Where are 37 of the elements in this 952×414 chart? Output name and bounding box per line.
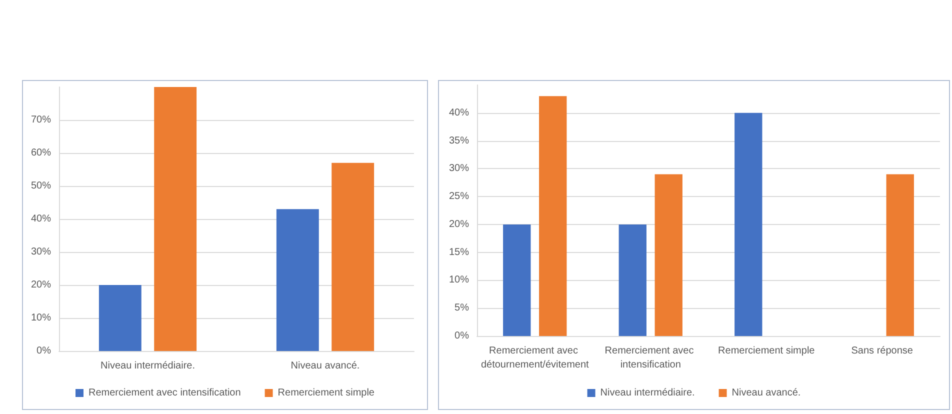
y-tick-label: 5% xyxy=(454,302,470,314)
y-tick-label: 30% xyxy=(448,163,470,174)
y-tick-label: 25% xyxy=(448,191,470,202)
x-tick-label: Niveau intermédiaire. xyxy=(100,360,195,372)
bar xyxy=(503,224,531,336)
y-tick-label: 30% xyxy=(30,246,52,258)
y-tick-label: 15% xyxy=(448,246,470,258)
legend-label: Niveau avancé. xyxy=(732,388,801,398)
x-tick-label: Niveau avancé. xyxy=(290,360,360,372)
bar xyxy=(332,162,374,351)
y-tick-label: 10% xyxy=(448,274,470,286)
bar xyxy=(734,112,762,336)
y-tick-label: 50% xyxy=(30,180,52,192)
y-tick-label: 10% xyxy=(30,312,52,324)
bar xyxy=(154,87,197,351)
legend-label: Remerciement avec intensification xyxy=(88,388,241,398)
x-tick-label: Remerciement avec détournement/évitement xyxy=(480,346,590,370)
bar xyxy=(886,174,914,336)
y-tick-label: 0% xyxy=(454,330,470,342)
bar xyxy=(98,285,142,351)
bar xyxy=(654,174,682,336)
bar xyxy=(276,209,319,351)
y-tick-label: 20% xyxy=(30,280,52,290)
y-tick-label: 35% xyxy=(448,135,470,146)
x-tick-label: Remerciement avec intensification xyxy=(604,346,696,370)
legend-label: Remerciement simple xyxy=(278,388,375,398)
y-tick-label: 40% xyxy=(30,214,52,224)
y-tick-label: 70% xyxy=(30,114,52,126)
x-tick-label: Sans réponse xyxy=(851,346,914,356)
y-tick-label: 60% xyxy=(30,148,52,158)
y-tick-label: 40% xyxy=(448,107,470,118)
bar xyxy=(539,96,567,336)
y-tick-label: 0% xyxy=(36,346,52,356)
bar xyxy=(618,224,646,336)
legend-label: Niveau intermédiaire. xyxy=(600,388,695,398)
x-tick-label: Remerciement simple xyxy=(718,346,816,356)
y-tick-label: 20% xyxy=(448,218,470,230)
